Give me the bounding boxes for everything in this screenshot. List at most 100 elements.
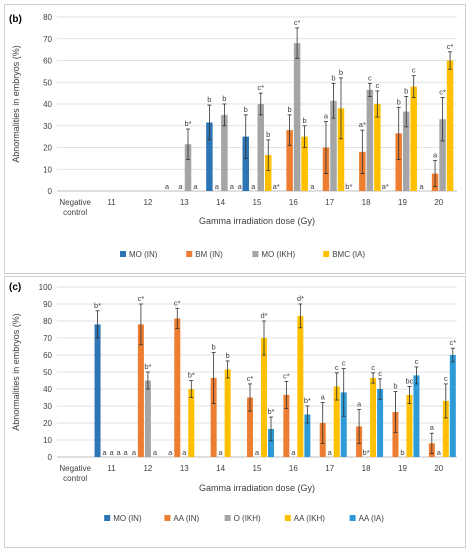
bar [293,43,301,191]
y-tick-label: 20 [43,144,52,153]
data-label: c [368,73,372,82]
data-label: b [266,130,270,139]
baseline-label: b* [345,182,352,191]
bar [333,386,340,457]
legend-label: MO (IN) [113,514,142,523]
data-label: b [331,73,335,82]
x-tick-label: 16 [289,464,298,473]
x-tick-label: control [63,208,87,217]
panel-label: (b) [9,14,22,25]
legend-swatch [349,515,356,521]
legend-swatch [252,251,259,257]
bar [221,114,228,191]
baseline-label: a* [382,182,389,191]
data-label: a [321,393,326,402]
legend-label: BM (IN) [195,250,223,259]
x-tick-label: 19 [398,464,407,473]
data-label: a [182,448,187,457]
baseline-label: a [419,182,424,191]
data-label: a [102,448,107,457]
x-tick-label: 14 [216,198,225,207]
y-tick-label: 0 [48,453,53,462]
data-label: a [437,448,442,457]
bar [247,397,253,457]
y-tick-label: 60 [43,57,52,66]
bar [297,315,304,457]
bar [261,338,267,457]
bar [446,60,454,191]
data-label: c [375,81,379,90]
data-label: b [244,105,248,114]
data-label: b* [267,407,274,416]
y-tick-label: 30 [43,402,52,411]
data-label: a [433,151,438,160]
legend-swatch [284,515,291,521]
bar [184,144,192,191]
bar [206,122,213,191]
legend-swatch [224,515,231,521]
legend-label: AA (IKH) [294,514,325,523]
data-label: b* [304,396,311,405]
chart-panel-c: (c) 0 10 20 30 40 50 60 70 80 90 100 Abnormalities i… [4,276,466,548]
data-label: a [153,448,158,457]
y-axis-label: Abnormalities in embryos (%) [11,45,21,163]
y-tick-label: 0 [48,187,53,196]
bar [242,136,249,191]
data-label: c* [283,371,290,380]
data-label: c* [138,294,145,303]
x-tick-label: control [63,474,87,483]
data-label: c [371,363,375,372]
data-label: b [397,97,401,106]
bar [330,100,337,191]
legend-label: BMC (IA) [332,250,365,259]
data-label: b [222,94,226,103]
baseline-label: a [310,182,315,191]
chart-b-svg: (b) 0 10 20 30 40 50 60 70 80 Abnormalities in emb… [9,13,457,259]
bar [224,369,231,457]
y-tick-label: 70 [43,334,52,343]
data-label: bc [405,376,413,385]
bar [301,136,308,191]
legend-swatch [120,251,126,257]
x-tick-label: 12 [143,198,152,207]
data-label: c* [439,87,446,96]
data-label: c [412,66,416,75]
data-label: a [123,448,128,457]
x-tick-label: 18 [362,198,371,207]
bar [144,380,151,457]
y-tick-label: 40 [43,100,52,109]
bar [395,133,402,191]
baseline-label: a* [273,182,280,191]
x-tick-label: 20 [434,198,443,207]
baseline-label: a [238,182,243,191]
bar [283,394,290,457]
data-label: c [444,374,448,383]
data-label: d* [260,311,267,320]
data-label: a [219,448,224,457]
x-tick-label: 12 [143,464,152,473]
data-label: a [251,182,256,191]
data-label: a [291,448,296,457]
data-label: b [393,382,397,391]
data-label: a [357,399,362,408]
legend-swatch [104,515,111,521]
data-label: b [303,116,307,125]
data-label: b* [363,448,370,457]
x-tick-label: 17 [325,464,334,473]
data-label: b [339,68,343,77]
data-label: a [109,448,114,457]
data-label: c [415,357,419,366]
data-label: a [324,111,329,120]
bar [286,130,293,191]
legend-label: AA (IA) [359,514,385,523]
x-tick-label: 15 [253,464,262,473]
data-label: b [212,342,216,351]
bar [337,108,345,191]
data-label: b* [184,119,191,128]
data-label: a [328,448,333,457]
x-tick-label: 17 [325,198,334,207]
y-tick-label: 100 [39,283,53,292]
legend-label: O (IKH) [234,514,261,523]
y-tick-label: 50 [43,78,52,87]
data-label: c [378,369,382,378]
